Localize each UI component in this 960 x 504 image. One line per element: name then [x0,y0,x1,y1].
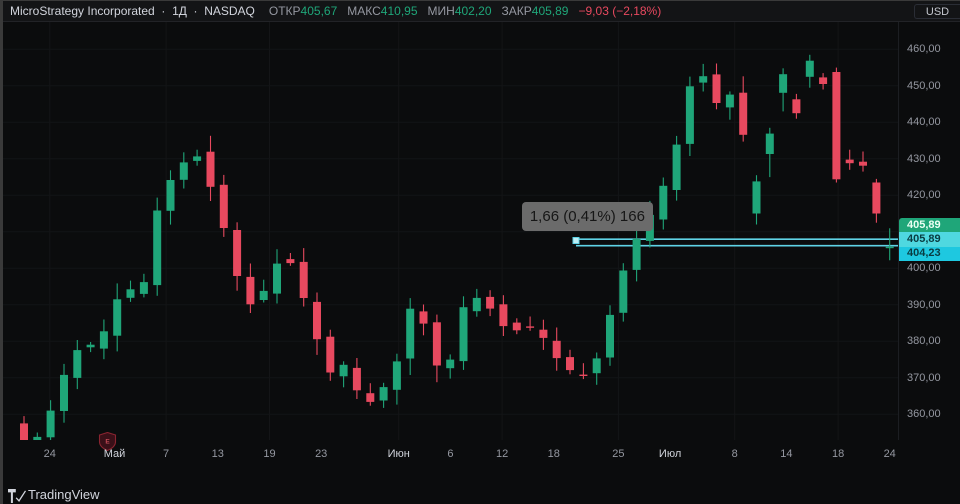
svg-text:E: E [105,439,110,446]
